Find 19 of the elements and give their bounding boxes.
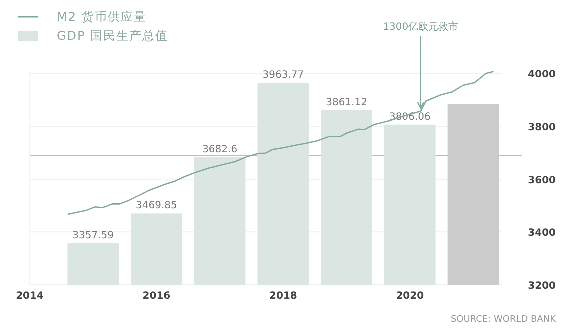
- y-tick-label: 3400: [528, 228, 556, 240]
- data-label: 3469.85: [136, 200, 178, 212]
- arrow-annotation: 1300亿欧元救市: [383, 22, 459, 110]
- data-label: 3861.12: [326, 97, 368, 108]
- legend-label: M2 货币供应量: [57, 10, 147, 24]
- y-tick-label: 3200: [528, 281, 556, 292]
- x-tick-label: 2014: [16, 291, 44, 302]
- data-label: 3682.6: [202, 144, 238, 156]
- x-tick-label: 2020: [396, 291, 424, 302]
- x-tick-label: 2016: [142, 291, 171, 302]
- y-tick-label: 3800: [528, 122, 556, 134]
- annotation: 1300亿欧元救市: [383, 21, 459, 33]
- y-tick-label: 4000: [528, 70, 556, 81]
- y-tick-label: 3600: [528, 175, 556, 186]
- legend-label: GDP 国民生产总值: [57, 29, 169, 43]
- source-note: SOURCE: WORLD BANK: [450, 315, 558, 325]
- x-tick-label: 2018: [270, 291, 298, 302]
- data-label: 3357.59: [72, 230, 114, 242]
- data-label: 3963.77: [262, 70, 304, 82]
